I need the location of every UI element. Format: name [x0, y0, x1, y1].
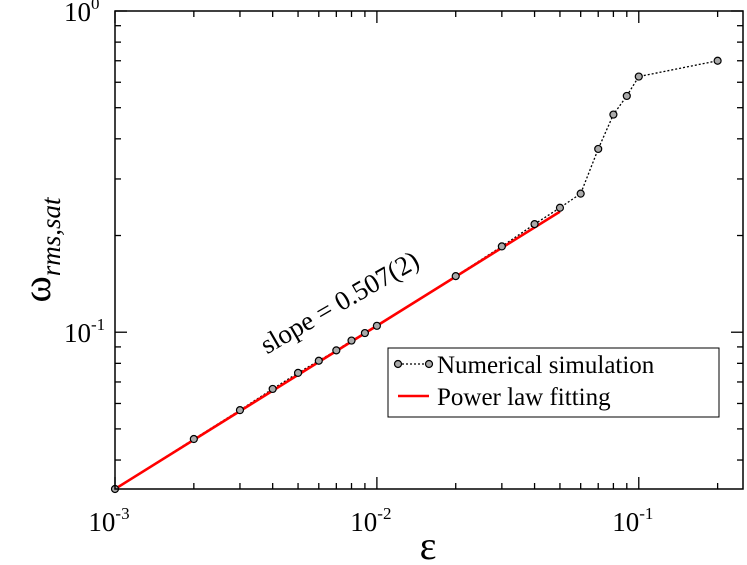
data-point: [268, 384, 277, 394]
legend-label-numerical: Numerical simulation: [437, 352, 655, 379]
data-point: [451, 272, 460, 281]
y-axis-label-group: ωrms,sat: [14, 196, 66, 303]
y-axis-label: ω: [14, 276, 59, 302]
plot-frame: [114, 10, 744, 490]
legend: Numerical simulation Power law fitting: [387, 347, 720, 418]
data-point: [347, 336, 356, 345]
x-tick-label: 10-2: [350, 504, 391, 537]
data-point: [372, 321, 381, 330]
legend-symbol-numerical: [393, 359, 434, 369]
x-tick-labels: 10-3 10-2 10-1: [88, 504, 653, 537]
data-point: [332, 346, 341, 355]
y-tick-labels: 10-1 100: [64, 0, 105, 348]
data-point: [576, 189, 585, 198]
data-point: [293, 368, 303, 378]
plot-series: [110, 56, 722, 494]
data-point: [555, 203, 565, 212]
y-tick-label: 100: [64, 0, 100, 27]
data-point: [360, 328, 370, 338]
y-tick-label: 10-1: [64, 315, 105, 348]
data-point: [189, 434, 198, 444]
x-tick-label: 10-1: [612, 504, 653, 537]
data-point: [314, 356, 323, 365]
svg-text:ωrms,sat: ωrms,sat: [14, 196, 66, 303]
x-tick-label: 10-3: [88, 504, 129, 537]
data-point: [235, 406, 245, 415]
legend-label-fit: Power law fitting: [437, 384, 611, 411]
slope-annotation: slope = 0.507(2): [255, 245, 424, 360]
data-point: [609, 110, 618, 119]
data-point: [622, 91, 631, 101]
data-point: [634, 72, 643, 81]
data-point: [713, 56, 722, 65]
data-point: [497, 242, 506, 251]
y-axis-label-subscript: rms,sat: [36, 196, 66, 276]
data-point: [530, 220, 539, 229]
data-point: [594, 144, 603, 154]
x-axis-label: ε: [420, 523, 437, 565]
